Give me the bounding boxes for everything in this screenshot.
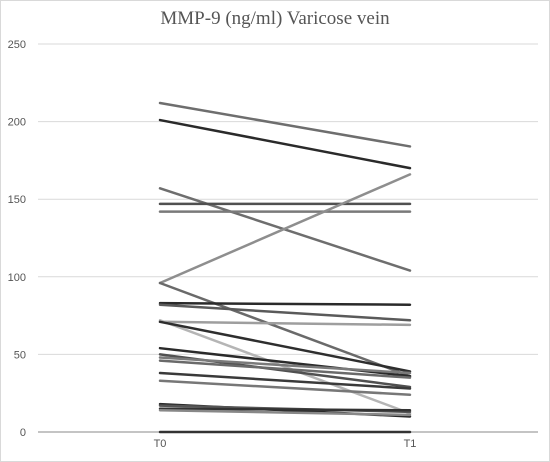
- x-tick-label: T0: [154, 438, 167, 450]
- series-line-12: [158, 320, 412, 373]
- y-tick-label: 0: [20, 427, 26, 439]
- series-line-9: [158, 303, 412, 322]
- y-tick-label: 150: [8, 194, 26, 206]
- series-line-22: [158, 409, 412, 417]
- series-line-2: [158, 118, 412, 170]
- chart-title: MMP-9 (ng/ml) Varicose vein: [160, 8, 390, 29]
- series-line-8: [158, 301, 412, 306]
- series-line-21: [158, 407, 412, 412]
- x-tick-label: T1: [404, 438, 417, 450]
- series-line-10: [158, 320, 412, 327]
- y-tick-label: 50: [14, 349, 26, 361]
- series-line-15: [158, 356, 412, 375]
- series-line-1: [158, 101, 412, 148]
- series-line-7: [158, 281, 412, 378]
- y-tick-label: 100: [8, 272, 26, 284]
- y-tick-label: 250: [8, 39, 26, 51]
- series-line-16: [158, 359, 412, 379]
- series-line-18: [158, 379, 412, 397]
- y-tick-label: 200: [8, 117, 26, 129]
- series-line-11: [158, 319, 412, 415]
- series-line-17: [158, 371, 412, 390]
- series-line-6: [158, 173, 412, 285]
